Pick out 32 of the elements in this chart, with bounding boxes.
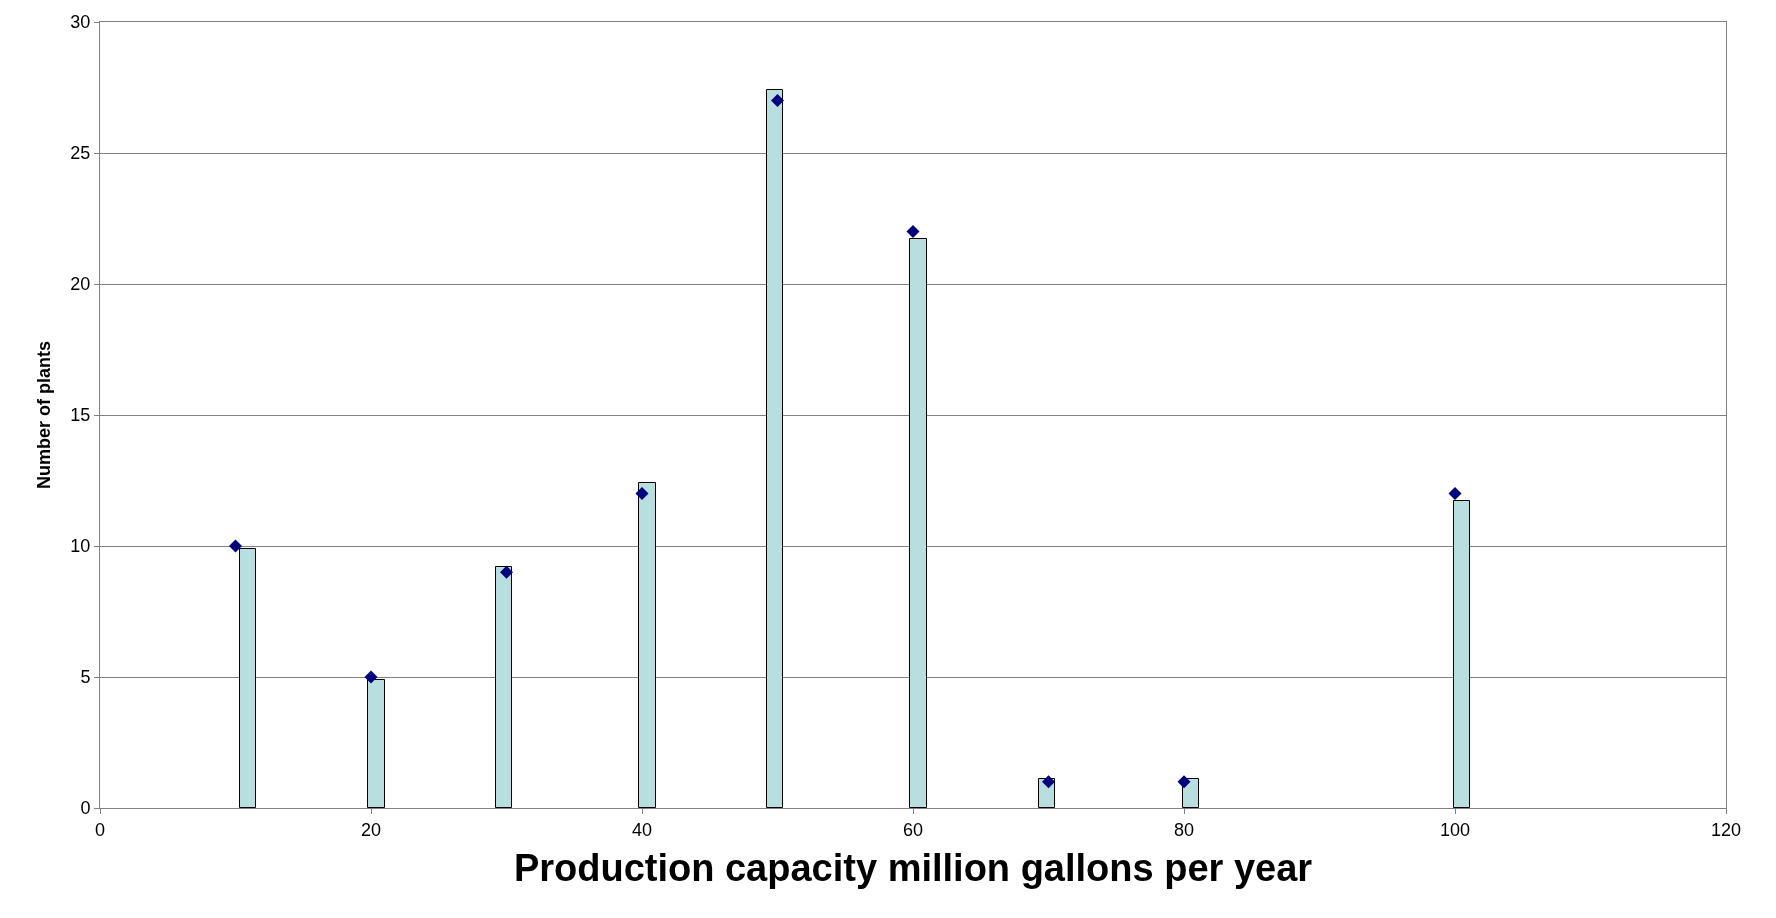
bar <box>766 89 783 808</box>
point <box>1042 775 1055 789</box>
bar <box>1453 500 1470 808</box>
point <box>771 94 784 108</box>
y-tick-label: 20 <box>70 274 91 295</box>
y-tick-label: 0 <box>80 798 91 819</box>
point <box>364 670 378 684</box>
point <box>1177 775 1191 789</box>
x-axis-title: Production capacity million gallons per year <box>513 846 1313 889</box>
bar <box>909 238 927 808</box>
bar <box>367 679 385 808</box>
point <box>635 487 649 501</box>
y-tick-label: 10 <box>70 536 91 557</box>
x-tick-label: 80 <box>1173 819 1195 840</box>
x-tick-label: 120 <box>1710 819 1742 840</box>
y-tick-label: 30 <box>70 12 91 33</box>
point <box>500 565 513 579</box>
x-tick-label: 20 <box>360 819 382 840</box>
x-tick-label: 100 <box>1439 819 1471 840</box>
y-tick-label: 5 <box>80 667 91 688</box>
x-tick-label: 60 <box>902 819 924 840</box>
bar <box>239 548 256 808</box>
bar <box>495 566 512 808</box>
point <box>906 225 920 239</box>
bar <box>638 482 656 808</box>
y-axis-title: Number of plants <box>33 340 54 490</box>
point <box>1448 487 1462 501</box>
x-tick-label: 40 <box>631 819 653 840</box>
x-tick-label: 0 <box>94 819 106 840</box>
y-tick-label: 15 <box>70 405 91 426</box>
y-tick-label: 25 <box>70 143 91 164</box>
point <box>229 539 242 553</box>
